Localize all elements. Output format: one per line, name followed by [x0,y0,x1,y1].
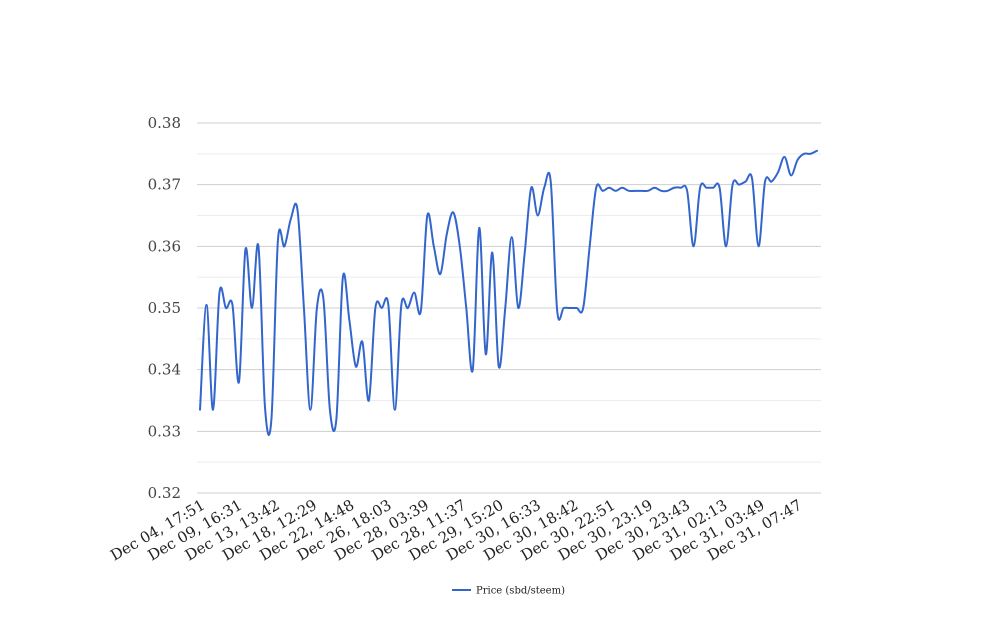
series-line-price [199,149,818,436]
y-tick-label: 0.35 [148,299,181,317]
y-tick-label: 0.32 [148,484,181,502]
y-tick-label: 0.33 [148,422,181,440]
y-tick-label: 0.37 [148,176,181,194]
legend-label: Price (sbd/steem) [476,586,565,597]
y-tick-label: 0.34 [148,361,181,379]
y-tick-label: 0.36 [148,237,181,255]
y-axis-ticks: 0.32 0.33 0.34 0.35 0.36 0.37 0.38 [148,114,181,502]
gridlines [197,122,821,494]
legend: Price (sbd/steem) [452,586,565,597]
series-layer [199,149,818,436]
y-tick-label: 0.38 [148,114,181,132]
